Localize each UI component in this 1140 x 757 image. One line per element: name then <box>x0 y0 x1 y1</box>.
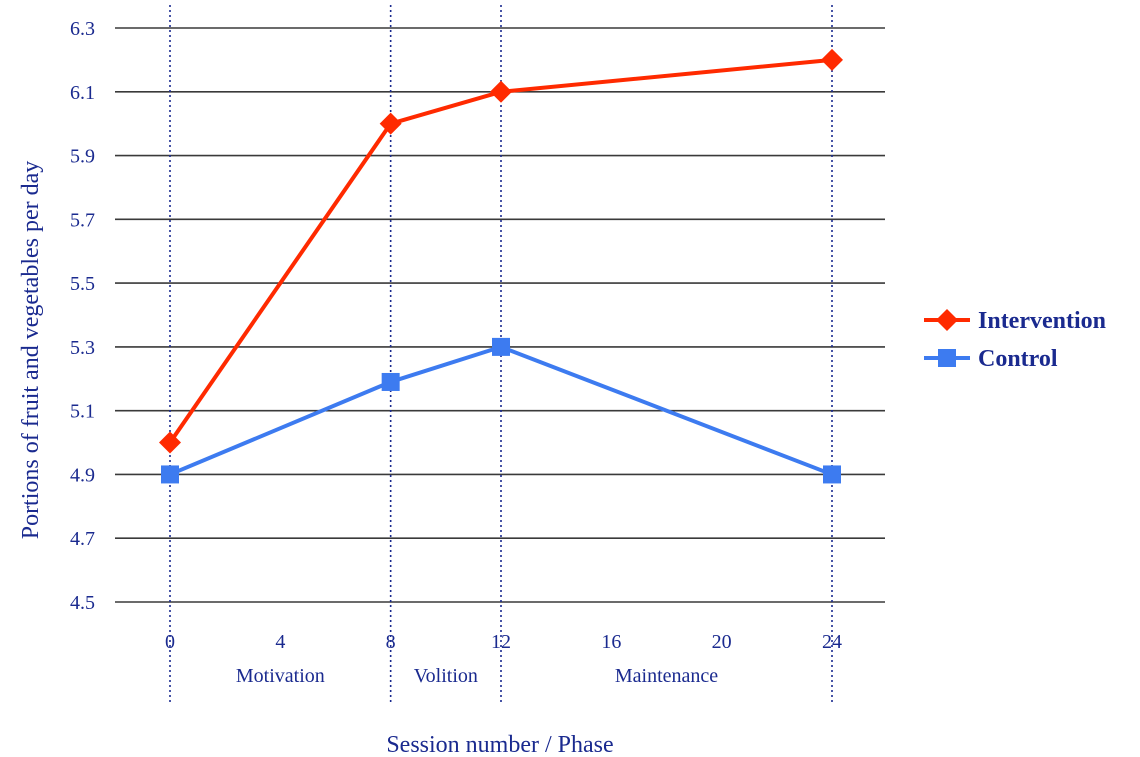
y-tick-label: 6.3 <box>70 18 95 40</box>
legend: Intervention Control <box>924 308 1106 372</box>
data-point-control <box>161 465 179 484</box>
data-point-intervention <box>490 80 512 103</box>
legend-marker <box>938 349 956 367</box>
x-tick-label: 12 <box>491 631 511 653</box>
data-point-intervention <box>821 48 843 71</box>
x-tick-label: 24 <box>822 631 842 653</box>
y-axis-ticks: 4.5 4.7 4.9 5.1 5.3 5.5 5.7 5.9 6.1 6.3 <box>70 18 95 614</box>
phase-label: Volition <box>414 665 478 687</box>
legend-marker <box>936 309 958 331</box>
y-tick-label: 5.1 <box>70 401 95 423</box>
series-line-intervention <box>168 57 833 444</box>
y-tick-label: 5.7 <box>70 209 95 231</box>
y-tick-label: 4.9 <box>70 464 95 486</box>
y-tick-label: 5.3 <box>70 337 95 359</box>
y-tick-label: 6.1 <box>70 82 95 104</box>
x-tick-label: 20 <box>712 631 732 653</box>
series-line-control <box>169 344 833 477</box>
data-point-control <box>823 465 841 484</box>
data-point-intervention <box>379 112 402 135</box>
y-tick-label: 4.5 <box>70 592 95 614</box>
x-tick-label: 4 <box>275 631 285 653</box>
y-tick-label: 5.5 <box>70 273 95 295</box>
series-lines <box>159 48 843 484</box>
x-axis-title: Session number / Phase <box>386 732 613 757</box>
gridlines <box>115 27 885 603</box>
legend-label: Intervention <box>978 308 1106 334</box>
x-tick-label: 0 <box>165 631 175 653</box>
x-tick-label: 8 <box>386 631 396 653</box>
phase-label: Motivation <box>236 665 325 687</box>
data-point-control <box>492 337 510 356</box>
y-tick-label: 5.9 <box>70 146 95 168</box>
y-axis-title: Portions of fruit and vegetables per day <box>18 161 44 540</box>
legend-label: Control <box>978 346 1058 372</box>
data-point-intervention <box>159 431 181 454</box>
phase-label: Maintenance <box>615 665 718 687</box>
phase-labels: Motivation Volition Maintenance <box>236 665 718 687</box>
x-tick-label: 16 <box>601 631 621 653</box>
x-axis-ticks: 0 4 8 12 16 20 24 <box>165 631 842 653</box>
data-point-control <box>381 372 400 391</box>
y-tick-label: 4.7 <box>70 528 95 550</box>
